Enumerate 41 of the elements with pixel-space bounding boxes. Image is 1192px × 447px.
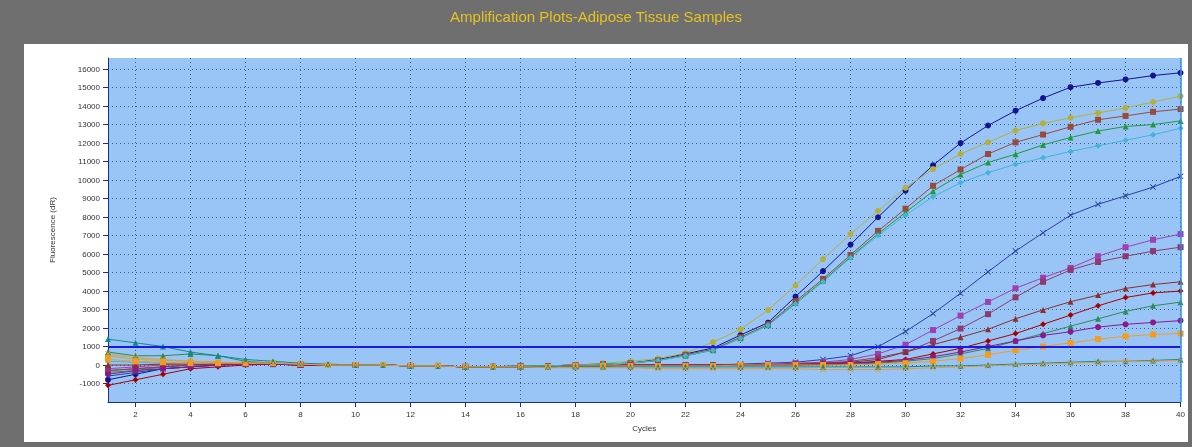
- x-tick-label: 4: [188, 409, 194, 419]
- y-tick-label: 16000: [77, 64, 101, 74]
- x-tick-label: 10: [351, 409, 361, 419]
- x-axis-title: Cycles: [632, 423, 657, 433]
- x-tick-label: 16: [516, 409, 526, 419]
- x-tick-label: 2: [133, 409, 139, 419]
- y-tick-label: 13000: [77, 120, 101, 130]
- chart-title: Amplification Plots-Adipose Tissue Samples: [449, 8, 743, 25]
- x-tick-label: 12: [406, 409, 416, 419]
- y-tick-label: 1000: [82, 342, 101, 352]
- y-tick-label: 7000: [82, 231, 101, 241]
- x-tick-label: 36: [1066, 409, 1076, 419]
- x-tick-label: 32: [956, 409, 966, 419]
- y-tick-label: 12000: [77, 138, 101, 148]
- y-tick-label: 14000: [77, 101, 101, 111]
- y-tick-label: 6000: [82, 249, 101, 259]
- x-tick-label: 14: [461, 409, 471, 419]
- x-tick-label: 22: [681, 409, 691, 419]
- y-tick-label: 11000: [78, 157, 101, 167]
- x-tick-label: 38: [1121, 409, 1131, 419]
- x-tick-label: 6: [243, 409, 249, 419]
- y-tick-label: 10000: [77, 175, 101, 185]
- x-tick-label: 26: [791, 409, 801, 419]
- x-tick-label: 34: [1011, 409, 1021, 419]
- x-tick-label: 24: [736, 409, 746, 419]
- y-tick-label: 2000: [82, 323, 101, 333]
- x-tick-label: 40: [1176, 409, 1186, 419]
- y-tick-label: 15000: [77, 83, 101, 93]
- y-axis-title: Fluorescence (dR): [47, 196, 57, 263]
- x-tick-label: 8: [298, 409, 304, 419]
- x-tick-label: 28: [846, 409, 856, 419]
- x-tick-label: 30: [901, 409, 911, 419]
- y-tick-label: 0: [95, 360, 101, 370]
- y-tick-label: 4000: [82, 286, 101, 296]
- y-tick-label: -1000: [79, 379, 101, 389]
- y-tick-label: 3000: [82, 305, 101, 315]
- y-tick-label: 9000: [82, 194, 101, 204]
- x-tick-label: 20: [626, 409, 636, 419]
- y-tick-label: 8000: [82, 212, 101, 222]
- y-tick-label: 5000: [82, 268, 101, 278]
- x-tick-label: 18: [571, 409, 581, 419]
